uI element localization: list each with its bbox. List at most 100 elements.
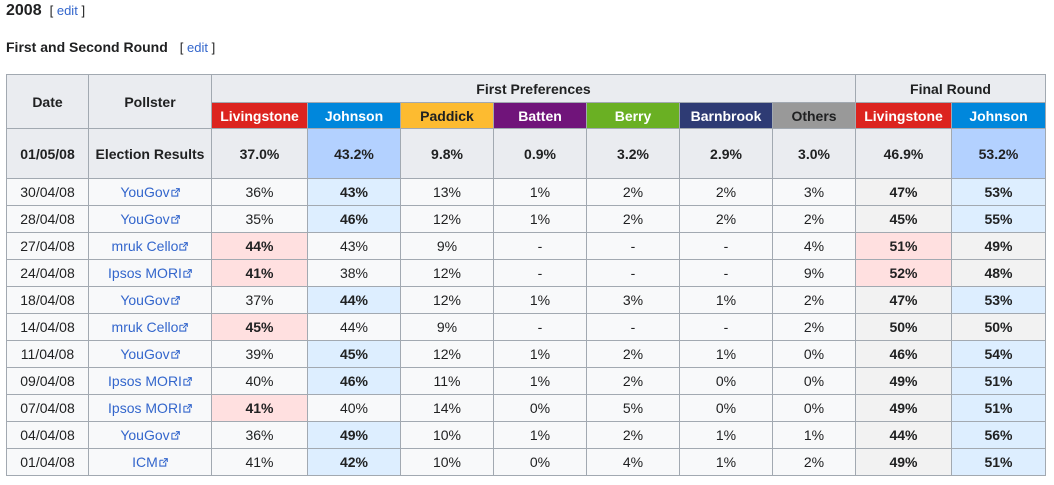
poll-pollster: Ipsos MORI — [88, 394, 212, 422]
pollster-link[interactable]: mruk Cello — [111, 319, 179, 335]
poll-others: 0% — [772, 340, 856, 368]
pollster-link[interactable]: YouGov — [120, 346, 170, 362]
poll-paddick: 11% — [400, 367, 494, 395]
poll-final-livingstone: 45% — [855, 205, 952, 233]
poll-johnson: 40% — [307, 394, 401, 422]
pollster-link[interactable]: YouGov — [120, 292, 170, 308]
pollster-link[interactable]: mruk Cello — [111, 238, 179, 254]
subsection-edit-link[interactable]: edit — [187, 40, 208, 55]
poll-berry: 2% — [586, 205, 680, 233]
section-edit-link[interactable]: edit — [56, 3, 78, 18]
poll-date: 14/04/08 — [6, 313, 89, 341]
poll-date: 04/04/08 — [6, 421, 89, 449]
election-date: 01/05/08 — [6, 128, 89, 179]
poll-date: 18/04/08 — [6, 286, 89, 314]
poll-berry: 2% — [586, 340, 680, 368]
external-link-icon — [171, 215, 180, 224]
poll-barnbrook: 1% — [679, 286, 773, 314]
external-link-icon — [183, 404, 192, 413]
poll-berry: 2% — [586, 367, 680, 395]
poll-johnson: 38% — [307, 259, 401, 287]
election-final-livingstone: 46.9% — [855, 128, 952, 179]
poll-final-johnson: 53% — [951, 178, 1046, 206]
external-link-icon — [159, 458, 168, 467]
poll-paddick: 12% — [400, 340, 494, 368]
external-link-icon — [171, 350, 180, 359]
poll-paddick: 10% — [400, 448, 494, 476]
poll-livingstone: 37% — [211, 286, 308, 314]
election-final-johnson: 53.2% — [951, 128, 1046, 179]
poll-final-livingstone: 51% — [855, 232, 952, 260]
poll-final-livingstone: 44% — [855, 421, 952, 449]
poll-paddick: 12% — [400, 286, 494, 314]
poll-others: 1% — [772, 421, 856, 449]
poll-final-johnson: 51% — [951, 394, 1046, 422]
external-link-icon — [171, 188, 180, 197]
election-batten: 0.9% — [493, 128, 587, 179]
table-row: 09/04/08 Ipsos MORI 40% 46% 11% 1% 2% 0% 0% 49% 51… — [6, 367, 1046, 395]
poll-date: 24/04/08 — [6, 259, 89, 287]
poll-paddick: 13% — [400, 178, 494, 206]
header-johnson: Johnson — [307, 102, 401, 129]
poll-pollster: mruk Cello — [88, 313, 212, 341]
poll-final-johnson: 54% — [951, 340, 1046, 368]
poll-others: 4% — [772, 232, 856, 260]
table-row: 07/04/08 Ipsos MORI 41% 40% 14% 0% 5% 0% 0% 49% 51… — [6, 394, 1046, 422]
poll-final-johnson: 55% — [951, 205, 1046, 233]
poll-final-johnson: 51% — [951, 448, 1046, 476]
table-row: 24/04/08 Ipsos MORI 41% 38% 12% - - -9% 52% 48% — [6, 259, 1046, 287]
poll-final-johnson: 51% — [951, 367, 1046, 395]
table-row: 30/04/08 YouGov 36% 43% 13% 1% 2% 2% 3% 47% 53% — [6, 178, 1046, 206]
poll-final-livingstone: 47% — [855, 178, 952, 206]
pollster-link[interactable]: Ipsos MORI — [108, 265, 182, 281]
poll-berry: - — [586, 313, 680, 341]
poll-final-livingstone: 50% — [855, 313, 952, 341]
poll-barnbrook: - — [679, 259, 773, 287]
poll-pollster: mruk Cello — [88, 232, 212, 260]
section-heading: 2008 [ edit ] — [6, 2, 85, 24]
poll-johnson: 42% — [307, 448, 401, 476]
table-row: 01/04/08 ICM 41% 42% 10% 0% 4% 1% 2% 49% 51% — [6, 448, 1046, 476]
poll-paddick: 10% — [400, 421, 494, 449]
poll-pollster: YouGov — [88, 340, 212, 368]
header-final-johnson: Johnson — [951, 102, 1046, 129]
section-title: 2008 — [6, 2, 42, 19]
pollster-link[interactable]: YouGov — [120, 427, 170, 443]
election-label: Election Results — [88, 128, 212, 179]
poll-final-johnson: 50% — [951, 313, 1046, 341]
header-barnbrook: Barnbrook — [679, 102, 773, 129]
pollster-link[interactable]: ICM — [132, 454, 158, 470]
pollster-link[interactable]: YouGov — [120, 211, 170, 227]
poll-batten: - — [493, 259, 587, 287]
external-link-icon — [171, 296, 180, 305]
poll-pollster: Ipsos MORI — [88, 367, 212, 395]
poll-johnson: 46% — [307, 205, 401, 233]
poll-pollster: YouGov — [88, 178, 212, 206]
poll-livingstone: 39% — [211, 340, 308, 368]
poll-batten: - — [493, 313, 587, 341]
pollster-link[interactable]: Ipsos MORI — [108, 373, 182, 389]
poll-final-johnson: 49% — [951, 232, 1046, 260]
poll-date: 07/04/08 — [6, 394, 89, 422]
poll-berry: - — [586, 259, 680, 287]
poll-livingstone: 35% — [211, 205, 308, 233]
poll-paddick: 14% — [400, 394, 494, 422]
poll-livingstone: 44% — [211, 232, 308, 260]
pollster-link[interactable]: YouGov — [120, 184, 170, 200]
election-paddick: 9.8% — [400, 128, 494, 179]
poll-berry: 3% — [586, 286, 680, 314]
poll-others: 2% — [772, 448, 856, 476]
poll-paddick: 12% — [400, 259, 494, 287]
election-results-row: 01/05/08 Election Results 37.0% 43.2% 9.… — [6, 128, 1046, 179]
poll-barnbrook: 1% — [679, 448, 773, 476]
poll-barnbrook: 1% — [679, 421, 773, 449]
external-link-icon — [171, 431, 180, 440]
poll-final-johnson: 48% — [951, 259, 1046, 287]
poll-date: 09/04/08 — [6, 367, 89, 395]
poll-johnson: 49% — [307, 421, 401, 449]
poll-final-livingstone: 49% — [855, 367, 952, 395]
poll-barnbrook: 0% — [679, 367, 773, 395]
table-row: 28/04/08 YouGov 35% 46% 12% 1% 2% 2% 2% 45% 55% — [6, 205, 1046, 233]
pollster-link[interactable]: Ipsos MORI — [108, 400, 182, 416]
section-edit: [ edit ] — [49, 3, 86, 18]
